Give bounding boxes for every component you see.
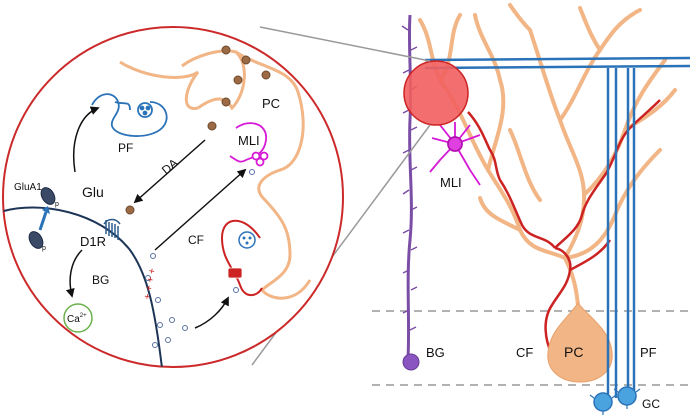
label-p-2: p [42,245,46,252]
label-calcium: Ca2+ [67,313,87,325]
magnified-region [403,60,469,126]
mli-terminal [229,122,269,167]
label-bg-inset: BG [92,273,109,287]
purkinje-cell-soma [547,302,613,383]
label-mli: MLI [440,175,462,190]
label-mli-inset: MLI [238,133,260,148]
label-gc: GC [642,397,660,411]
label-pc-inset: PC [262,96,280,111]
mli-vesicle [249,169,255,175]
d1r-receptor [103,218,121,240]
label-pc: PC [564,344,583,360]
released-vesicles [145,253,188,348]
glua1-receptors [28,187,56,249]
circuit-labels: MLI BG CF PC PF GC [426,175,660,411]
layer-boundaries [372,310,690,386]
label-positive-charges: + + + + [142,267,158,300]
label-d1r: D1R [80,234,106,249]
calcium-signal [63,303,93,333]
label-p-1: p [55,201,59,208]
granule-cells [589,386,641,415]
bergmann-glia [401,14,420,371]
cf-vesicle [233,287,239,293]
granule-cell-axons [606,68,636,398]
parallel-fiber-terminal [91,93,168,137]
label-pf-inset: PF [118,141,133,155]
label-pf: PF [640,345,657,360]
label-cf-inset: CF [188,233,204,247]
magnified-inset-circle [2,26,344,368]
purkinje-dendrites [418,3,677,307]
label-bg: BG [426,345,445,360]
inset-labels: PC PF MLI Glu GluA1 p p DA D1R BG Ca2+ C… [14,96,280,325]
bergmann-glia-membrane [3,206,163,367]
dopamine-vesicles [125,45,271,215]
label-glua1: GluA1 [14,182,42,193]
signal-arrows [65,106,247,329]
climbing-fiber-terminal [220,219,263,297]
molecular-layer-interneuron [429,122,481,186]
label-cf: CF [516,345,533,360]
parallel-fibers [424,56,691,70]
label-glu: Glu [82,184,104,200]
